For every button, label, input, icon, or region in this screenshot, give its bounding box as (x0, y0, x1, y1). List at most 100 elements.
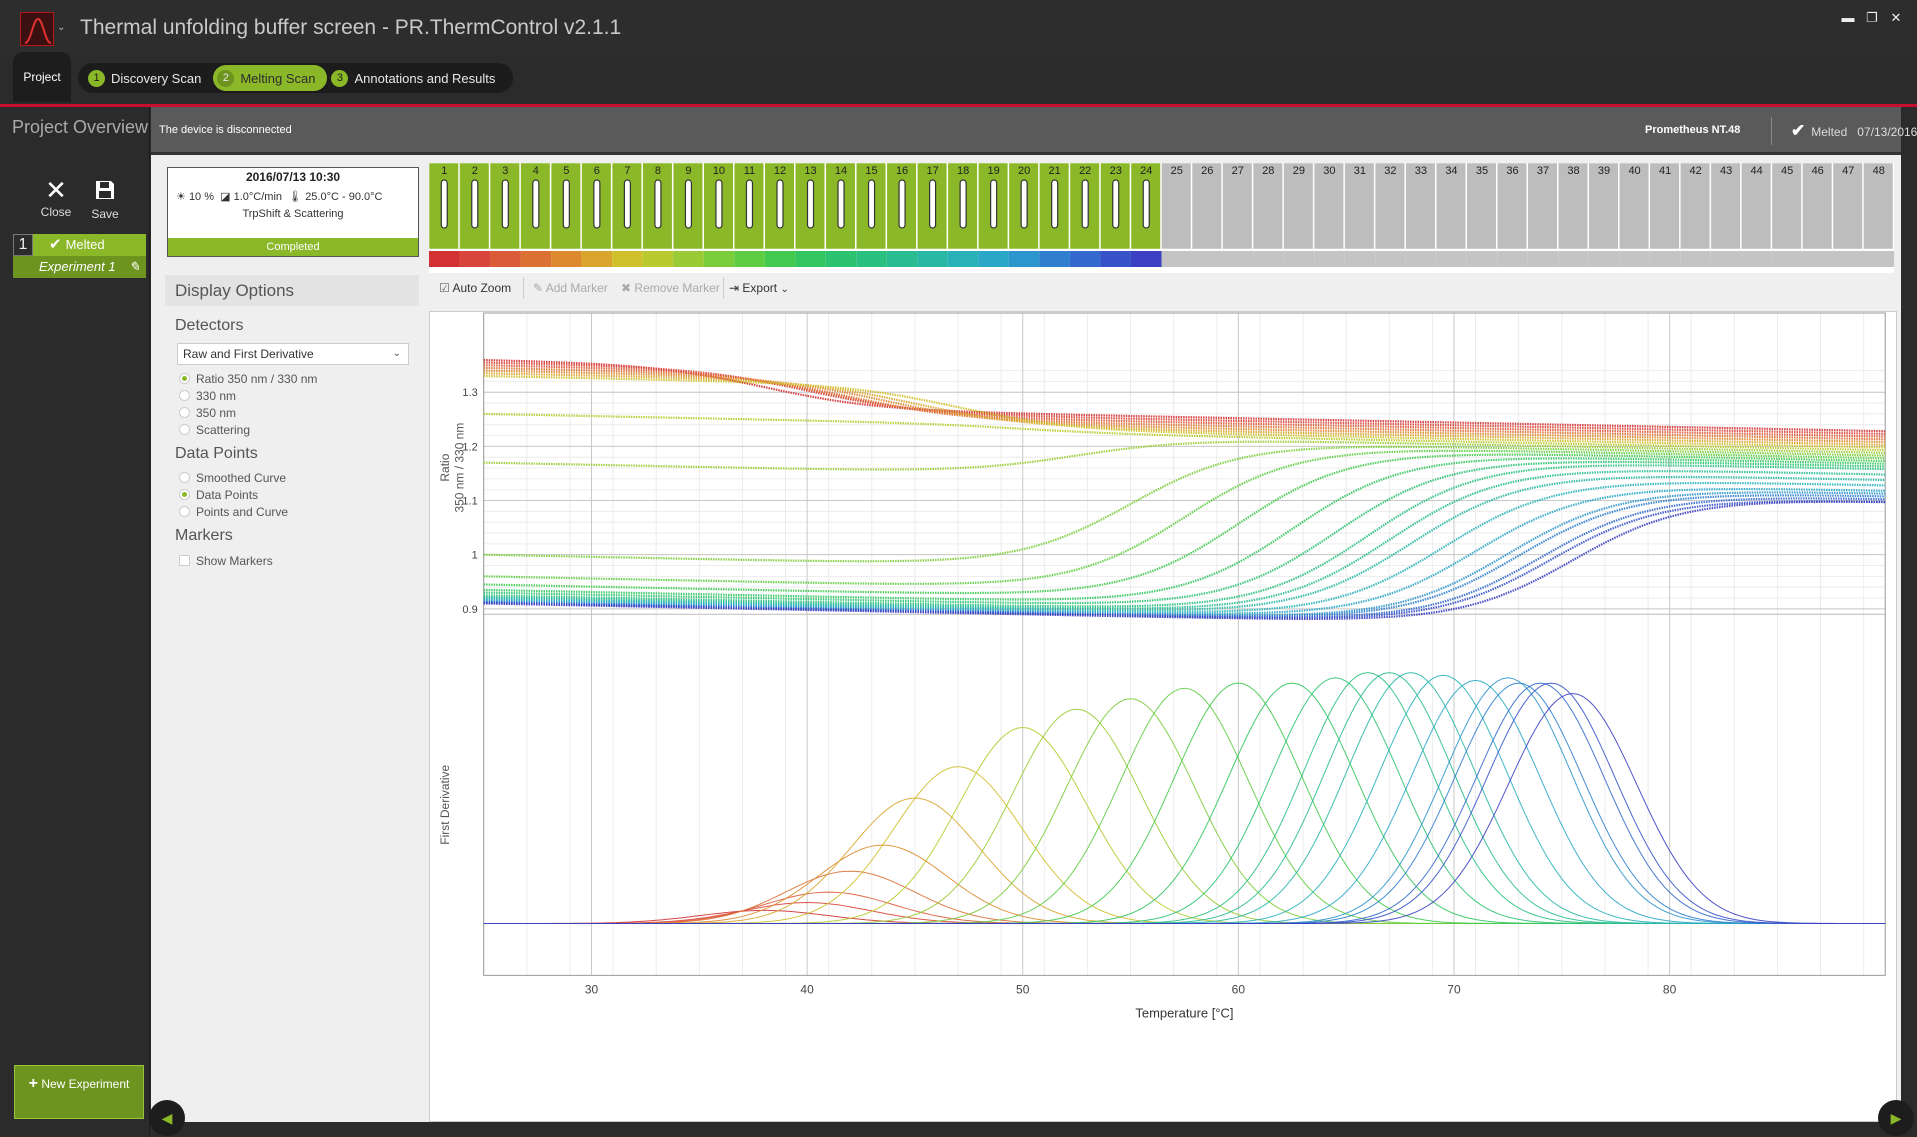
capillary-slot[interactable]: 47 (1832, 163, 1864, 267)
capillary-slot[interactable]: 7 (611, 163, 643, 267)
capillary-cell (1649, 163, 1680, 250)
capillary-slot[interactable]: 46 (1802, 163, 1833, 267)
capillary-slot[interactable]: 35 (1466, 163, 1498, 267)
capillary-color-swatch (917, 251, 948, 267)
radio-smoothed-curve[interactable]: Smoothed Curve (179, 471, 286, 485)
tab-melting-scan[interactable]: 2 Melting Scan (213, 65, 328, 91)
capillary-slot[interactable]: 31 (1344, 163, 1376, 267)
capillary-slot[interactable]: 14 (825, 163, 857, 267)
tab-project[interactable]: Project (13, 52, 71, 102)
detector-select[interactable]: Raw and First Derivative ⌄ (177, 343, 409, 365)
capillary-slot[interactable]: 18 (947, 163, 979, 267)
close-button[interactable]: ✕ Close (34, 175, 78, 219)
capillary-slot[interactable]: 48 (1863, 163, 1894, 267)
close-window-icon[interactable]: ✕ (1890, 10, 1902, 25)
radio-data-points[interactable]: Data Points (179, 488, 258, 502)
capillary-slot[interactable]: 23 (1100, 163, 1131, 267)
capillary-slot[interactable]: 26 (1191, 163, 1223, 267)
capillary-slot[interactable]: 34 (1435, 163, 1467, 267)
capillary-slot[interactable]: 29 (1283, 163, 1315, 267)
capillary-slot[interactable]: 30 (1313, 163, 1345, 267)
capillary-number: 11 (744, 165, 755, 177)
edit-pencil-icon[interactable]: ✎ (129, 259, 140, 274)
auto-zoom-checkbox[interactable]: ☑ Auto Zoom (439, 281, 511, 295)
capillary-slot[interactable]: 37 (1527, 163, 1559, 267)
capillary-slot[interactable]: 13 (795, 163, 826, 267)
x-axis-label: Temperature [°C] (1135, 1005, 1233, 1020)
capillary-slot[interactable]: 2 (459, 163, 491, 267)
ratio-series-line (483, 374, 1886, 449)
capillary-number: 10 (713, 165, 725, 177)
ratio-series-line (483, 481, 1886, 613)
capillary-slot[interactable]: 6 (581, 163, 613, 267)
capillary-slot[interactable]: 43 (1710, 163, 1742, 267)
tab-annotations-results[interactable]: 3 Annotations and Results (327, 65, 507, 91)
capillary-number: 44 (1751, 165, 1763, 177)
remove-marker-label: Remove Marker (634, 281, 720, 295)
melting-chart[interactable]: 30 40 50 60 70 80 0.9 1 1.1 1.2 1.3 Temperature [°C… (429, 311, 1897, 1122)
capillary-slot[interactable]: 1 (429, 163, 460, 267)
capillary-slot[interactable]: 39 (1588, 163, 1620, 267)
capillary-slot[interactable]: 17 (917, 163, 948, 267)
capillary-slot[interactable]: 44 (1741, 163, 1772, 267)
app-logo-icon[interactable] (20, 12, 54, 46)
capillary-slot[interactable]: 25 (1161, 163, 1193, 267)
show-markers-checkbox[interactable]: Show Markers (179, 554, 273, 568)
capillary-slot[interactable]: 10 (703, 163, 735, 267)
capillary-slot[interactable]: 42 (1680, 163, 1711, 267)
scroll-left-arrow-icon[interactable]: ◀ (149, 1100, 185, 1136)
capillary-color-swatch (642, 251, 674, 267)
capillary-slot[interactable]: 16 (886, 163, 918, 267)
radio-scattering[interactable]: Scattering (179, 423, 250, 437)
add-marker-button[interactable]: ✎ Add Marker (533, 281, 608, 295)
new-experiment-button[interactable]: + New Experiment (14, 1065, 144, 1119)
capillary-slot[interactable]: 22 (1069, 163, 1101, 267)
project-overview-title[interactable]: Project Overview (11, 117, 149, 137)
capillary-number: 47 (1842, 165, 1854, 177)
capillary-slot[interactable]: 28 (1252, 163, 1284, 267)
restore-icon[interactable]: ❐ (1866, 10, 1878, 25)
remove-marker-button[interactable]: ✖ Remove Marker (621, 281, 720, 295)
capillary-slot[interactable]: 32 (1374, 163, 1406, 267)
radio-330nm[interactable]: 330 nm (179, 389, 236, 403)
capillary-slot[interactable]: 8 (642, 163, 674, 267)
app-menu-chevron-icon[interactable]: ⌄ (57, 22, 66, 33)
capillary-slot[interactable]: 19 (978, 163, 1009, 267)
capillary-slot[interactable]: 15 (856, 163, 887, 267)
capillary-slot[interactable]: 41 (1649, 163, 1681, 267)
capillary-slot[interactable]: 38 (1558, 163, 1589, 267)
capillary-tube (806, 179, 815, 229)
capillary-slot[interactable]: 24 (1130, 163, 1162, 267)
minimize-icon[interactable]: ▬ (1841, 10, 1855, 25)
x-tick-label: 80 (1663, 982, 1677, 996)
capillary-slot[interactable]: 36 (1496, 163, 1528, 267)
capillary-slot[interactable]: 33 (1405, 163, 1437, 267)
capillary-tube (745, 179, 754, 229)
capillary-slot[interactable]: 12 (764, 163, 796, 267)
save-button[interactable]: Save (83, 175, 127, 221)
tab-discovery-scan[interactable]: 1 Discovery Scan (84, 65, 213, 91)
capillary-slot[interactable]: 5 (550, 163, 582, 267)
capillary-slot[interactable]: 4 (520, 163, 552, 267)
run-info-card[interactable]: 2016/07/13 10:30 ☀ 10 % ◪ 1.0°C/min 🌡 25… (167, 167, 419, 257)
accent-divider (0, 104, 1917, 107)
capillary-slot[interactable]: 45 (1771, 163, 1803, 267)
capillary-slot[interactable]: 27 (1222, 163, 1254, 267)
capillary-slot[interactable]: 9 (672, 163, 704, 267)
capillary-number: 35 (1476, 165, 1488, 177)
capillary-slot[interactable]: 20 (1008, 163, 1040, 267)
export-label: Export (742, 281, 778, 295)
scroll-right-arrow-icon[interactable]: ▶ (1878, 1100, 1914, 1136)
radio-350nm[interactable]: 350 nm (179, 406, 236, 420)
radio-ratio[interactable]: Ratio 350 nm / 330 nm (179, 372, 317, 386)
capillary-slot[interactable]: 3 (489, 163, 521, 267)
capillary-slot[interactable]: 11 (733, 163, 765, 267)
capillary-slot[interactable]: 21 (1039, 163, 1070, 267)
experiment-item[interactable]: 1 ✔ Melted Experiment 1 ✎ (13, 234, 146, 280)
capillary-color-swatch (581, 251, 613, 267)
run-status-label: Melted (1811, 125, 1848, 139)
radio-points-and-curve[interactable]: Points and Curve (179, 505, 288, 519)
capillary-cell (1252, 163, 1283, 250)
export-button[interactable]: ⇥ Export ⌄ (729, 281, 789, 295)
capillary-slot[interactable]: 40 (1619, 163, 1650, 267)
